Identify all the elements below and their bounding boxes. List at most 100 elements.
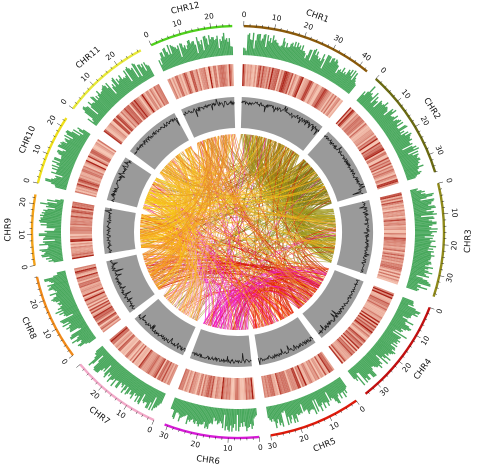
density-bar	[354, 364, 367, 379]
density-bar	[242, 47, 245, 56]
heatmap-cell	[348, 122, 367, 139]
density-bar	[414, 225, 430, 228]
heatmap-cell	[287, 74, 297, 96]
heatmap-cell	[180, 73, 190, 95]
heatmap-cell	[297, 78, 309, 100]
density-bar	[244, 408, 247, 427]
density-bar	[406, 174, 418, 180]
tick-mark	[36, 176, 40, 178]
heatmap-cell	[111, 120, 129, 136]
density-bar	[377, 111, 393, 124]
density-bar	[331, 381, 343, 399]
density-bar	[399, 154, 413, 162]
heatmap-cell	[380, 261, 403, 268]
heatmap-cell	[70, 233, 93, 236]
density-bar	[383, 332, 398, 343]
density-bar	[187, 39, 195, 61]
density-bar	[77, 127, 90, 137]
synteny-link	[208, 175, 319, 326]
heatmap-cell	[320, 93, 335, 113]
density-bar	[257, 33, 262, 57]
density-bar	[66, 318, 85, 330]
density-bar	[400, 155, 418, 164]
density-bar	[205, 38, 210, 58]
density-bar	[190, 403, 196, 421]
heatmap-cell	[239, 377, 242, 400]
heatmap-cell	[363, 305, 384, 318]
density-bar	[304, 395, 312, 411]
density-bar	[55, 289, 71, 296]
heatmap-cell	[113, 117, 131, 134]
heatmap-cell	[209, 66, 215, 89]
density-bar	[299, 52, 306, 67]
density-bar	[329, 65, 340, 81]
density-bar	[166, 51, 174, 68]
density-bar	[328, 383, 342, 404]
density-bar	[65, 309, 80, 317]
tick-mark	[119, 401, 122, 405]
tick-label: 0	[242, 10, 247, 19]
density-bar	[41, 253, 63, 258]
heatmap-cell	[346, 328, 364, 345]
density-bar	[177, 400, 186, 422]
density-bar	[402, 160, 419, 168]
density-bar	[303, 49, 312, 68]
heatmap-cell	[301, 80, 313, 102]
heatmap-cell	[81, 284, 103, 295]
density-bar	[277, 404, 285, 427]
tick-mark	[57, 334, 60, 337]
heatmap-cell	[128, 342, 144, 361]
tick-label: 0	[22, 177, 32, 184]
density-bar	[90, 105, 104, 118]
density-bar	[45, 211, 63, 215]
tick-mark	[114, 60, 118, 66]
line-trace-chr10	[110, 160, 132, 203]
tick-label: 0	[434, 307, 444, 315]
density-bar	[270, 405, 276, 422]
tick-label: 20	[204, 11, 215, 21]
density-bar	[181, 401, 188, 418]
density-bar	[93, 353, 110, 369]
synteny-link	[234, 133, 336, 225]
synteny-link	[226, 234, 336, 330]
heatmap-cell	[374, 171, 396, 181]
heatmap-cell	[106, 126, 125, 142]
density-bar	[205, 406, 211, 427]
tick-mark	[380, 81, 383, 84]
heatmap-cell	[70, 235, 93, 238]
density-bar	[253, 408, 256, 417]
density-bar	[319, 55, 331, 76]
density-bar	[372, 106, 386, 118]
density-bar	[107, 87, 120, 101]
density-bar	[300, 58, 306, 67]
chromosome-label-chr5: CHR5	[312, 437, 338, 455]
heatmap-cell	[89, 300, 110, 313]
heatmap-cell	[133, 99, 149, 118]
synteny-link	[140, 234, 191, 303]
density-bar	[115, 371, 130, 389]
heatmap-cell	[151, 356, 164, 377]
density-bar	[157, 392, 165, 406]
heatmap-cell	[142, 92, 157, 112]
synteny-link	[175, 145, 286, 309]
density-bar	[324, 385, 332, 399]
density-bar	[121, 373, 133, 388]
tick-mark	[439, 275, 445, 277]
density-bar	[292, 400, 298, 415]
density-bar	[220, 408, 224, 424]
density-bar	[145, 388, 158, 409]
heatmap-cell	[378, 269, 401, 278]
density-bar	[46, 232, 62, 234]
synteny-link	[230, 134, 320, 189]
density-bar	[340, 69, 354, 89]
heatmap-cell	[383, 218, 406, 222]
heatmap-cell	[278, 70, 287, 93]
density-bar	[368, 100, 383, 114]
heatmap-cell	[123, 107, 140, 125]
heatmap-cell	[357, 314, 377, 329]
density-bar	[199, 44, 204, 59]
heatmap-cell	[296, 365, 308, 386]
line-track-band-chr8	[106, 254, 155, 313]
heatmap-cell	[139, 350, 154, 369]
heatmap-cell	[349, 325, 367, 341]
